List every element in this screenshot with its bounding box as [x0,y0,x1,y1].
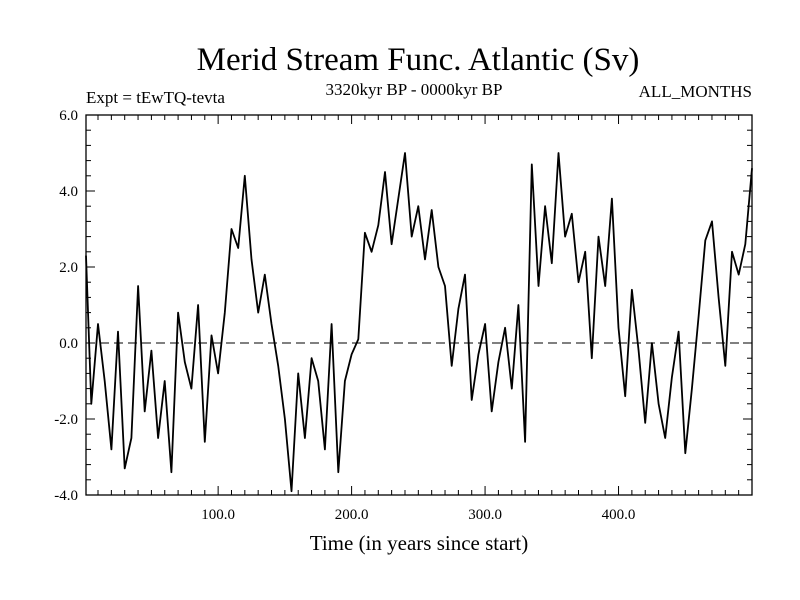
y-tick-label: -2.0 [54,412,78,428]
x-tick-label: 100.0 [201,507,235,523]
tick-group [86,114,752,496]
y-tick-label: 0.0 [59,336,78,352]
y-tick-label: -4.0 [54,488,78,504]
y-tick-label: 2.0 [59,260,78,276]
x-tick-label: 300.0 [468,507,502,523]
chart-title: Merid Stream Func. Atlantic (Sv) [197,42,640,78]
months-label: ALL_MONTHS [639,82,752,101]
x-axis-label: Time (in years since start) [310,531,529,555]
time-range-label: 3320kyr BP - 0000kyr BP [326,80,503,99]
y-tick-label: 6.0 [59,108,78,124]
x-tick-label: 200.0 [335,507,369,523]
plot-frame [85,114,753,496]
experiment-label: Expt = tEwTQ-tevta [86,88,225,107]
series-line [85,152,753,493]
tick-label-group: 100.0 200.0 300.0 400.0 -4.0 -2.0 0.0 2.0 4.0 6.0 [54,108,635,523]
y-tick-label: 4.0 [59,184,78,200]
x-tick-label: 400.0 [602,507,636,523]
